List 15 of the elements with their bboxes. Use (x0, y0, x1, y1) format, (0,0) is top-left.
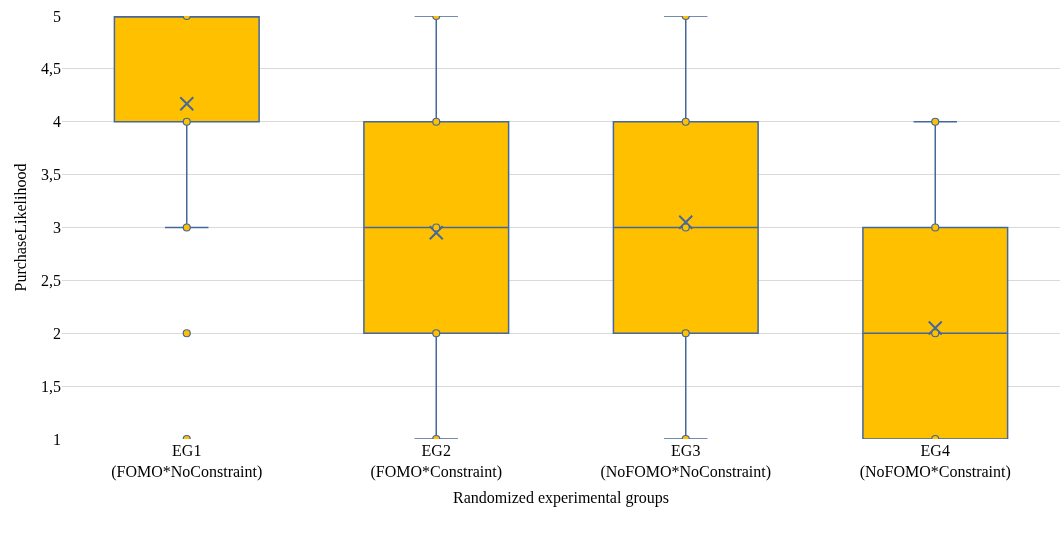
y-tick-label: 2 (53, 324, 61, 342)
y-tick-label: 5 (53, 7, 61, 25)
x-tick-label: EG3 (NoFOMO*NoConstraint) (600, 442, 772, 481)
x-tick-label: EG1 (FOMO*NoConstraint) (111, 442, 263, 481)
y-tick-label: 2,5 (41, 271, 61, 289)
x-tick-label: EG2 (FOMO*Constraint) (370, 442, 503, 481)
y-tick-label: 3,5 (41, 166, 61, 184)
y-tick-label: 1,5 (41, 377, 61, 395)
y-tick-label: 4,5 (41, 60, 61, 78)
y-tick-label: 4 (53, 113, 61, 131)
y-tick-label: 3 (53, 219, 61, 237)
x-tick-label: EG4 (NoFOMO*Constraint) (859, 442, 1011, 481)
y-tick-label: 1 (53, 430, 61, 448)
x-axis-title: Randomized experimental groups (453, 489, 669, 508)
y-axis-title: PurchaseLikelihood (11, 163, 29, 292)
